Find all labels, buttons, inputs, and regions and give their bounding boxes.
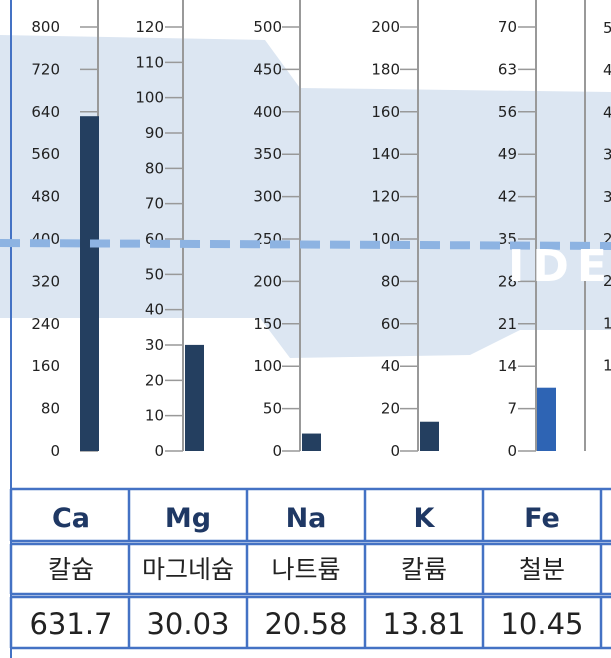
axes: 0801602403204004805606407208000102030405… (10, 0, 611, 658)
value-fe: 10.45 (500, 607, 583, 641)
tick-label: 4 (603, 103, 611, 121)
name-mg: 마그네슘 (142, 555, 234, 584)
tick-label: 2 (603, 272, 611, 290)
name-k: 칼륨 (401, 555, 447, 584)
tick-label: 21 (498, 315, 517, 333)
tick-label: 180 (371, 60, 400, 78)
tick-label: 10 (145, 407, 164, 425)
tick-label: 560 (31, 145, 60, 163)
name-fe: 철분 (519, 555, 565, 584)
tick-label: 2 (603, 230, 611, 248)
tick-label: 0 (50, 442, 60, 460)
tick-label: 30 (145, 336, 164, 354)
tick-label: 320 (31, 272, 60, 290)
tick-label: 20 (145, 371, 164, 389)
tick-label: 42 (498, 188, 517, 206)
tick-label: 14 (498, 357, 517, 375)
tick-label: 80 (145, 159, 164, 177)
symbol-k: K (414, 503, 436, 534)
tick-label: 240 (31, 315, 60, 333)
tick-label: 1 (603, 314, 611, 332)
tick-label: 720 (31, 60, 60, 78)
bar-fe (537, 387, 556, 451)
tick-label: 200 (371, 18, 400, 36)
tick-label: 3 (603, 146, 611, 164)
tick-label: 7 (507, 400, 517, 418)
tick-label: 4 (603, 61, 611, 79)
tick-label: 300 (253, 188, 282, 206)
symbol-ca: Ca (52, 503, 90, 534)
name-ca: 칼슘 (48, 555, 94, 584)
tick-label: 90 (145, 124, 164, 142)
tick-label: 200 (253, 272, 282, 290)
tick-label: 480 (31, 188, 60, 206)
tick-label: 80 (41, 400, 60, 418)
tick-label: 0 (390, 442, 400, 460)
tick-label: 160 (31, 357, 60, 375)
tick-label: 1 (603, 357, 611, 375)
tick-label: 120 (371, 188, 400, 206)
tick-label: 50 (145, 265, 164, 283)
tick-label: 140 (371, 145, 400, 163)
tick-label: 40 (381, 357, 400, 375)
tick-label: 0 (507, 442, 517, 460)
bars (80, 116, 556, 451)
watermark-text: IDE (508, 241, 611, 292)
tick-label: 500 (253, 18, 282, 36)
tick-label: 70 (145, 195, 164, 213)
value-k: 13.81 (382, 607, 465, 641)
reference-line-dashed (0, 239, 611, 250)
tick-label: 0 (272, 442, 282, 460)
name-na: 나트륨 (271, 555, 340, 584)
tick-label: 20 (381, 400, 400, 418)
tick-label: 49 (498, 145, 517, 163)
tick-label: 110 (135, 53, 164, 71)
watermark: IDE (508, 241, 611, 292)
tick-label: 70 (498, 18, 517, 36)
symbol-na: Na (286, 503, 327, 534)
nutrient-table: Ca 칼슘 631.7 Mg 마그네슘 30.03 Na 나트륨 20.58 K 칼륨 13.81 Fe… (9, 487, 611, 650)
tick-label: 5 (603, 19, 611, 37)
symbol-fe: Fe (524, 503, 560, 534)
value-mg: 30.03 (146, 607, 229, 641)
symbol-mg: Mg (165, 503, 211, 534)
bar-ca (80, 116, 99, 451)
tick-label: 100 (253, 357, 282, 375)
tick-label: 60 (381, 315, 400, 333)
tick-label: 400 (253, 103, 282, 121)
value-na: 20.58 (264, 607, 347, 641)
reference-line (0, 239, 611, 250)
tick-label: 120 (135, 18, 164, 36)
tick-label: 100 (135, 89, 164, 107)
tick-label: 40 (145, 301, 164, 319)
tick-label: 50 (263, 400, 282, 418)
tick-label: 150 (253, 315, 282, 333)
tick-label: 640 (31, 103, 60, 121)
tick-label: 56 (498, 103, 517, 121)
tick-label: 800 (31, 18, 60, 36)
tick-label: 63 (498, 60, 517, 78)
bar-k (420, 421, 439, 451)
reference-band-shape (0, 35, 611, 358)
bar-na (302, 433, 321, 451)
reference-band (0, 35, 611, 358)
tick-label: 0 (154, 442, 164, 460)
tick-label: 160 (371, 103, 400, 121)
bar-mg (185, 344, 204, 451)
tick-label: 350 (253, 145, 282, 163)
tick-label: 450 (253, 60, 282, 78)
tick-label: 28 (498, 272, 517, 290)
tick-label: 3 (603, 188, 611, 206)
value-ca: 631.7 (29, 607, 112, 641)
tick-label: 80 (381, 272, 400, 290)
